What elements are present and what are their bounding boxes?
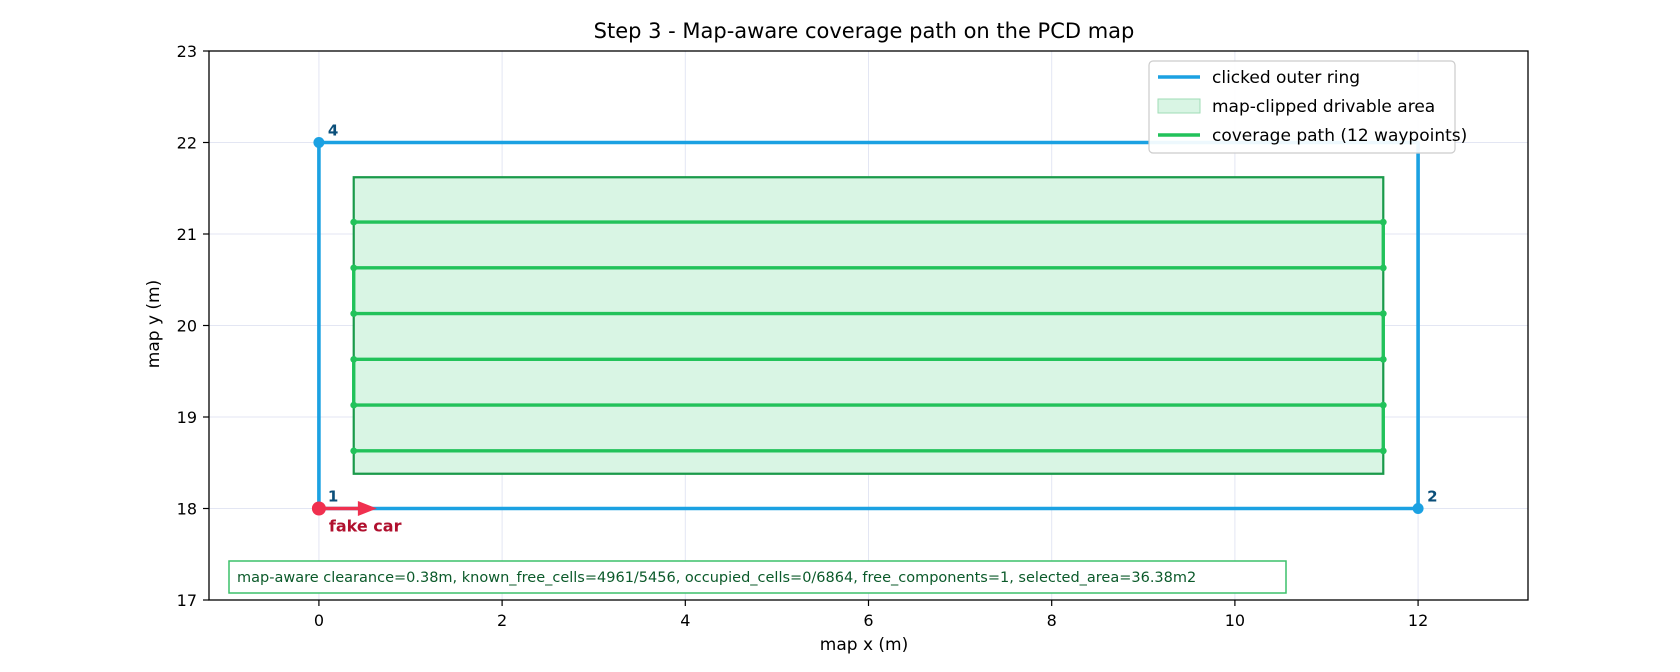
- x-tick-label: 12: [1408, 611, 1428, 630]
- outer-ring-vertex-label: 4: [328, 122, 338, 140]
- chart-title: Step 3 - Map-aware coverage path on the …: [594, 19, 1135, 43]
- fake-car-marker: [311, 501, 326, 516]
- x-tick-label: 8: [1047, 611, 1057, 630]
- y-tick-label: 17: [177, 591, 197, 610]
- coverage-waypoint: [350, 310, 358, 318]
- info-annotation-text: map-aware clearance=0.38m, known_free_ce…: [237, 570, 1196, 586]
- y-tick-label: 20: [177, 317, 197, 336]
- x-axis-title: map x (m): [820, 635, 908, 655]
- legend-label-coverage-path: coverage path (12 waypoints): [1212, 126, 1467, 146]
- coverage-waypoint: [1379, 310, 1387, 318]
- legend-swatch-drivable-area: [1157, 98, 1201, 114]
- coverage-waypoint: [1379, 447, 1387, 455]
- y-axis-title: map y (m): [144, 280, 164, 368]
- outer-ring-vertex-label: 1: [328, 488, 338, 506]
- coverage-waypoint: [1379, 401, 1387, 409]
- x-tick-label: 0: [314, 611, 324, 630]
- x-tick-label: 2: [497, 611, 507, 630]
- y-tick-label: 18: [177, 500, 197, 519]
- outer-ring-vertex: [313, 137, 325, 148]
- coverage-path-layer: [350, 218, 1387, 455]
- coverage-waypoint: [350, 218, 358, 226]
- fake-car-label: fake car: [329, 517, 402, 536]
- axis-ticks: 0 2 4 6 8 10 12 17 18 19 20 21 22 23: [177, 42, 1429, 630]
- y-tick-label: 21: [177, 225, 197, 244]
- outer-ring-vertex-label: 2: [1427, 488, 1437, 506]
- coverage-waypoint: [1379, 355, 1387, 363]
- y-tick-label: 22: [177, 134, 197, 153]
- coverage-path-line: [352, 220, 1385, 453]
- info-annotation-box: [228, 560, 1287, 594]
- coverage-waypoint: [350, 401, 358, 409]
- coverage-waypoint: [350, 264, 358, 272]
- coverage-waypoint: [1379, 264, 1387, 272]
- coverage-waypoint: [1379, 218, 1387, 226]
- x-tick-label: 10: [1225, 611, 1245, 630]
- legend-label-outer-ring: clicked outer ring: [1212, 68, 1360, 88]
- legend-frame: [1148, 60, 1456, 154]
- legend-label-drivable-area: map-clipped drivable area: [1212, 97, 1435, 117]
- legend: clicked outer ring map-clipped drivable …: [1148, 60, 1467, 154]
- fake-car-layer: fake car: [311, 501, 402, 536]
- coverage-waypoint: [350, 355, 358, 363]
- y-tick-label: 19: [177, 408, 197, 427]
- fake-car-heading-arrowhead: [357, 501, 377, 516]
- y-tick-label: 23: [177, 42, 197, 61]
- x-tick-label: 6: [863, 611, 873, 630]
- outer-ring-vertex: [1412, 503, 1424, 514]
- info-annotation: map-aware clearance=0.38m, known_free_ce…: [228, 560, 1287, 594]
- coverage-waypoint: [350, 447, 358, 455]
- x-tick-label: 4: [680, 611, 690, 630]
